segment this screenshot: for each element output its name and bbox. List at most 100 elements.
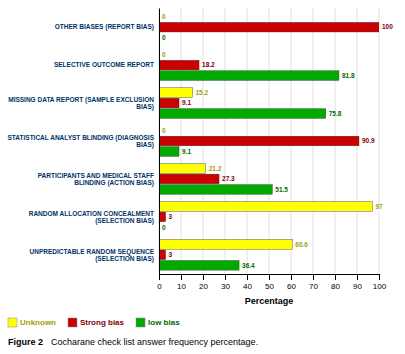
tick: 60 bbox=[287, 274, 296, 291]
bar bbox=[159, 71, 339, 81]
data-label: 97 bbox=[375, 203, 383, 210]
tick: 0 bbox=[157, 274, 162, 291]
bar bbox=[159, 136, 359, 146]
data-label: 0 bbox=[162, 127, 166, 134]
tick-label: 90 bbox=[353, 282, 362, 291]
bar bbox=[159, 60, 199, 70]
plot: 0015.2021.29760.610018.29.190.927.333081… bbox=[8, 8, 394, 291]
tick: 80 bbox=[331, 274, 340, 291]
tick: SELECTIVE OUTCOME REPORT bbox=[54, 61, 159, 68]
legend-item: Strong bias bbox=[68, 318, 125, 327]
tick-mark bbox=[357, 274, 358, 280]
tick-label: 50 bbox=[265, 282, 274, 291]
data-label: 0 bbox=[162, 13, 166, 20]
tick-mark bbox=[379, 274, 380, 280]
tick-mark bbox=[181, 274, 182, 280]
tick-label: UNPREDICTABLE RANDOM SEQUENCE(SELECTION … bbox=[30, 248, 155, 263]
bar bbox=[159, 98, 179, 108]
tick-label: 10 bbox=[177, 282, 186, 291]
annotation: Cocharane check list answer frequency pe… bbox=[51, 337, 258, 347]
bar bbox=[159, 164, 206, 174]
tick-mark bbox=[247, 274, 248, 280]
data-label: 0 bbox=[162, 51, 166, 58]
bar bbox=[159, 174, 219, 184]
data-label: 9.1 bbox=[182, 99, 191, 106]
tick-label: PARTICIPANTS AND MEDICAL STAFFBLINDING (… bbox=[38, 172, 154, 187]
bar bbox=[159, 147, 179, 157]
tick-label: RANDOM ALLOCATION CONCEALMENT(SELECTION … bbox=[29, 210, 154, 225]
tick-label: 100 bbox=[373, 282, 387, 291]
data-label: 100 bbox=[382, 23, 393, 30]
bar bbox=[159, 22, 379, 32]
tick: 50 bbox=[265, 274, 274, 291]
data-label: 75.8 bbox=[329, 110, 342, 117]
tick: 90 bbox=[353, 274, 362, 291]
data-label: 36.4 bbox=[242, 262, 255, 269]
tick: MISSING DATA REPORT (SAMPLE EXCLUSIONBIA… bbox=[8, 96, 159, 111]
bar bbox=[159, 185, 272, 195]
data-label: 27.3 bbox=[222, 175, 235, 182]
legend: Unknown Strong bias low bias bbox=[8, 318, 180, 327]
data-label: 21.2 bbox=[209, 165, 222, 172]
tick-label: STATISTICAL ANALYST BLINDING (DIAGNOSISB… bbox=[8, 134, 155, 149]
tick-label: 30 bbox=[221, 282, 230, 291]
data-label: 0 bbox=[162, 34, 166, 41]
grid bbox=[159, 8, 379, 274]
tick-mark bbox=[159, 274, 160, 280]
grid-line bbox=[379, 8, 380, 274]
data-label: 0 bbox=[162, 224, 166, 231]
legend-label: low bias bbox=[148, 318, 180, 327]
tick: 40 bbox=[243, 274, 252, 291]
tick-label: 0 bbox=[157, 282, 162, 291]
axis-line bbox=[160, 275, 380, 281]
tick-mark bbox=[335, 274, 336, 280]
tick-mark bbox=[203, 274, 204, 280]
tick-label: 40 bbox=[243, 282, 252, 291]
data-label: 3 bbox=[169, 213, 173, 220]
data-label: 90.9 bbox=[362, 137, 375, 144]
grid-line bbox=[159, 8, 160, 274]
tick: 30 bbox=[221, 274, 230, 291]
legend-item: low bias bbox=[136, 318, 180, 327]
tick-mark bbox=[291, 274, 292, 280]
tick: STATISTICAL ANALYST BLINDING (DIAGNOSISB… bbox=[8, 134, 160, 149]
tick-label: 80 bbox=[331, 282, 340, 291]
tick-label: 70 bbox=[309, 282, 318, 291]
data-label: 15.2 bbox=[195, 89, 208, 96]
tick: RANDOM ALLOCATION CONCEALMENT(SELECTION … bbox=[29, 210, 159, 225]
x-axis-title: Percentage bbox=[245, 296, 294, 306]
bar bbox=[159, 202, 372, 212]
legend-label: Unknown bbox=[20, 318, 56, 327]
tick-label: SELECTIVE OUTCOME REPORT bbox=[54, 61, 154, 68]
legend-swatch bbox=[136, 318, 145, 327]
axis-line bbox=[159, 9, 160, 275]
data-label: 81.8 bbox=[342, 72, 355, 79]
tick-mark bbox=[313, 274, 314, 280]
tick: 70 bbox=[309, 274, 318, 291]
data-label: 51.5 bbox=[275, 186, 288, 193]
bar bbox=[159, 88, 192, 98]
chart: 0015.2021.29760.610018.29.190.927.333081… bbox=[0, 0, 405, 354]
data-label: 60.6 bbox=[295, 241, 308, 248]
tick: 10 bbox=[177, 274, 186, 291]
tick-label: MISSING DATA REPORT (SAMPLE EXCLUSIONBIA… bbox=[8, 96, 154, 111]
tick-label: 20 bbox=[199, 282, 208, 291]
tick: UNPREDICTABLE RANDOM SEQUENCE(SELECTION … bbox=[30, 248, 159, 263]
tick-label: 60 bbox=[287, 282, 296, 291]
legend-item: Unknown bbox=[8, 318, 56, 327]
bar bbox=[159, 260, 239, 270]
legend-swatch bbox=[68, 318, 77, 327]
tick-label: OTHER BIASES (REPORT BIAS) bbox=[55, 23, 154, 31]
data-label: 3 bbox=[169, 251, 173, 258]
bars bbox=[159, 22, 379, 270]
y-axis: OTHER BIASES (REPORT BIAS) SELECTIVE OUTC… bbox=[8, 9, 160, 275]
data-label: 18.2 bbox=[202, 61, 215, 68]
tick: 20 bbox=[199, 274, 208, 291]
legend-swatch bbox=[8, 318, 17, 327]
annotation: Figure 2 bbox=[8, 337, 43, 347]
x-axis: 0 10 20 30 40 50 60 70 80 90 100 bbox=[157, 274, 386, 291]
bar bbox=[159, 109, 326, 119]
bar bbox=[159, 240, 292, 250]
tick-mark bbox=[225, 274, 226, 280]
data-labels: 0015.2021.29760.610018.29.190.927.333081… bbox=[162, 13, 393, 269]
